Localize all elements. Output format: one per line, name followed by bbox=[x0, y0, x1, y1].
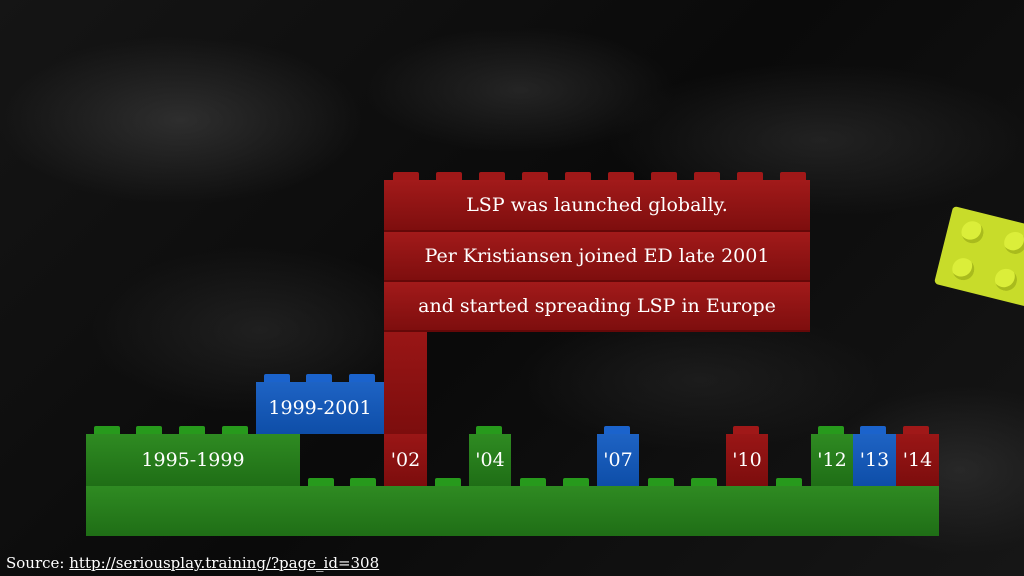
era-brick-1999-2001: 1999-2001 bbox=[256, 382, 384, 434]
stud bbox=[264, 374, 290, 382]
callout-text: Per Kristiansen joined ED late 2001 bbox=[424, 245, 770, 267]
year-label: '02 bbox=[390, 449, 421, 471]
stud bbox=[608, 172, 634, 180]
stud bbox=[776, 478, 802, 486]
year-label: '14 bbox=[902, 449, 933, 471]
stud bbox=[860, 426, 886, 434]
stud bbox=[436, 172, 462, 180]
stud bbox=[435, 478, 461, 486]
callout-pillar bbox=[384, 330, 427, 434]
stud bbox=[565, 172, 591, 180]
year-label: '13 bbox=[859, 449, 890, 471]
stud bbox=[308, 478, 334, 486]
stud bbox=[306, 374, 332, 382]
year-label: '04 bbox=[475, 449, 505, 471]
lego-stud-icon bbox=[992, 266, 1020, 294]
source-link[interactable]: http://seriousplay.training/?page_id=308 bbox=[69, 554, 380, 572]
stud bbox=[737, 172, 763, 180]
callout-line-3: and started spreading LSP in Europe bbox=[384, 282, 810, 332]
stud bbox=[691, 478, 717, 486]
stud bbox=[780, 172, 806, 180]
stud bbox=[694, 172, 720, 180]
year-label: '07 bbox=[603, 449, 633, 471]
stud bbox=[393, 172, 419, 180]
stud bbox=[903, 426, 929, 434]
stud bbox=[648, 478, 674, 486]
stud bbox=[222, 426, 248, 434]
stud bbox=[94, 426, 120, 434]
lego-stud-icon bbox=[959, 218, 986, 246]
year-brick-14: '14 bbox=[896, 434, 939, 486]
stud bbox=[476, 426, 502, 434]
source-citation: Source: http://seriousplay.training/?pag… bbox=[6, 554, 379, 572]
era-label: 1995-1999 bbox=[141, 449, 245, 471]
stud bbox=[818, 426, 844, 434]
stud bbox=[350, 478, 376, 486]
lego-stud-icon bbox=[949, 255, 977, 283]
stud bbox=[136, 426, 162, 434]
year-brick-10: '10 bbox=[726, 434, 768, 486]
stud bbox=[733, 426, 759, 434]
stud bbox=[479, 172, 505, 180]
stud bbox=[604, 426, 630, 434]
stud bbox=[179, 426, 205, 434]
stud bbox=[349, 374, 375, 382]
stud bbox=[520, 478, 546, 486]
era-brick-1995-1999: 1995-1999 bbox=[86, 434, 300, 486]
year-brick-02: '02 bbox=[384, 434, 427, 486]
stud bbox=[651, 172, 677, 180]
callout-text: and started spreading LSP in Europe bbox=[418, 295, 776, 317]
year-brick-04: '04 bbox=[469, 434, 511, 486]
callout-text: LSP was launched globally. bbox=[466, 194, 728, 216]
base-plate bbox=[86, 486, 939, 536]
year-label: '12 bbox=[817, 449, 847, 471]
stud bbox=[563, 478, 589, 486]
lego-stud-icon bbox=[1001, 229, 1024, 257]
year-label: '10 bbox=[732, 449, 762, 471]
callout-line-2: Per Kristiansen joined ED late 2001 bbox=[384, 232, 810, 282]
year-brick-13: '13 bbox=[853, 434, 896, 486]
callout-line-1: LSP was launched globally. bbox=[384, 180, 810, 232]
year-brick-07: '07 bbox=[597, 434, 639, 486]
source-label: Source: bbox=[6, 554, 65, 572]
year-brick-12: '12 bbox=[811, 434, 853, 486]
stud bbox=[522, 172, 548, 180]
era-label: 1999-2001 bbox=[268, 397, 372, 419]
